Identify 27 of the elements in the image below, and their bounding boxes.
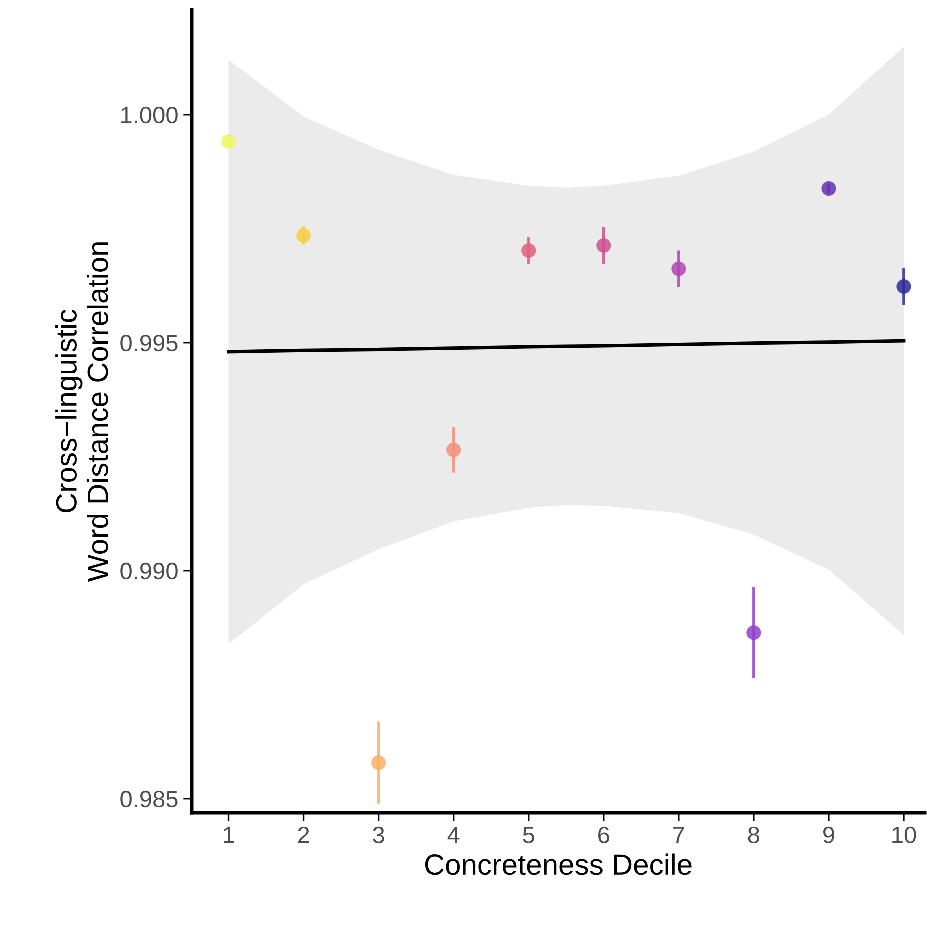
x-tick-label: 3 [373, 826, 384, 844]
point [672, 262, 686, 276]
y-tick-label: 0.995 [120, 334, 178, 352]
x-tick-label: 9 [824, 826, 834, 844]
x-tick-label: 5 [523, 827, 534, 844]
point [296, 228, 312, 243]
point [446, 442, 462, 458]
x-tick-label: 1 [224, 827, 234, 844]
x-tick-label: 2 [298, 826, 310, 844]
x-tick-label: 10 [892, 826, 916, 844]
x-tick-label: 7 [674, 827, 684, 844]
x-axis-title: Concreteness Decile [425, 854, 692, 876]
x-tick-label: 4 [448, 827, 460, 844]
x-tick-label: 8 [748, 826, 760, 844]
point [522, 243, 536, 258]
line-series [227, 339, 906, 354]
point [822, 181, 836, 196]
point [746, 626, 762, 640]
y-tick-label: 0.985 [120, 790, 178, 808]
point [596, 238, 612, 254]
y-axis-title: Cross−linguistic Word Distance Correlation [56, 242, 108, 582]
point [896, 280, 912, 294]
y-tick-label: 0.990 [120, 562, 178, 580]
point [221, 134, 236, 150]
point [372, 756, 386, 770]
x-tick-label: 6 [598, 826, 610, 844]
y-tick-label: 1.000 [122, 106, 178, 124]
